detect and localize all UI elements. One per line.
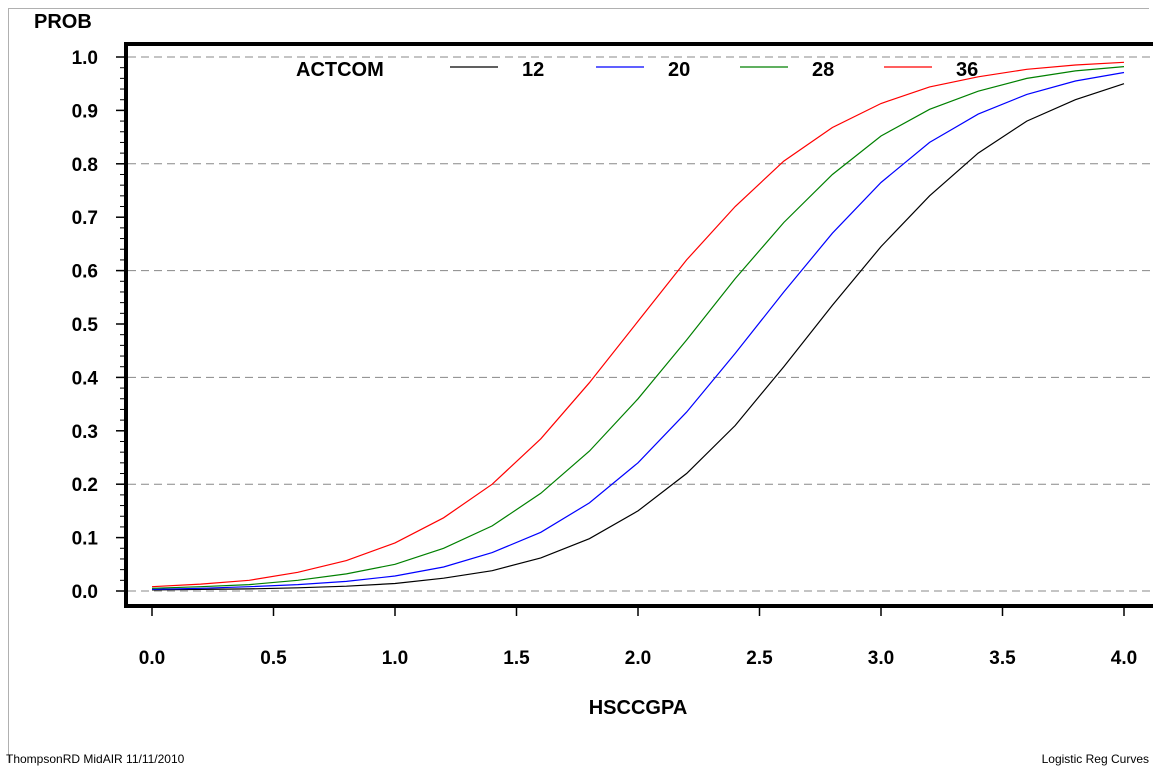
- y-axis-title: PROB: [34, 11, 92, 33]
- x-tick-label: 2.0: [625, 648, 651, 669]
- legend: ACTCOM 12 20 28 36: [296, 59, 978, 81]
- grid-lines: [128, 56, 1153, 592]
- x-tick-label: 0.0: [139, 648, 165, 669]
- series-line-36: [151, 61, 1125, 588]
- y-tick-label: 0.9: [72, 101, 98, 122]
- legend-label-12: 12: [522, 59, 544, 81]
- series-line-28: [151, 66, 1125, 589]
- series-lines: [151, 61, 1125, 591]
- legend-title: ACTCOM: [296, 59, 384, 81]
- x-tick-label: 4.0: [1111, 648, 1137, 669]
- series-line-12: [151, 83, 1125, 591]
- x-tick-label: 2.5: [746, 648, 773, 669]
- y-tick-label: 0.3: [72, 422, 98, 443]
- y-tick-label: 0.2: [72, 475, 98, 496]
- x-tick-label: 3.0: [868, 648, 894, 669]
- legend-label-28: 28: [812, 59, 834, 81]
- y-tick-label: 0.1: [72, 529, 99, 550]
- chart: 0.0 0.1 0.2 0.3 0.4 0.5 0.6 0.7 0.8 0.9 1.0 0.0 0.5…: [34, 11, 1153, 719]
- x-tick-label: 1.0: [382, 648, 408, 669]
- y-tick-label: 0.7: [72, 208, 98, 229]
- y-tick-label: 0.6: [72, 262, 98, 283]
- x-axis-title: HSCCGPA: [589, 697, 688, 719]
- x-tick-label: 3.5: [989, 648, 1016, 669]
- page-frame: [8, 8, 1149, 763]
- footer-left-text: ThompsonRD MidAIR 11/11/2010: [6, 752, 185, 766]
- x-tick-labels: 0.0 0.5 1.0 1.5 2.0 2.5 3.0 3.5 4.0: [139, 606, 1137, 669]
- y-tick-label: 0.5: [72, 315, 99, 336]
- y-tick-label: 0.0: [72, 582, 98, 603]
- y-tick-label: 1.0: [72, 48, 98, 69]
- x-tick-label: 0.5: [260, 648, 287, 669]
- y-tick-label: 0.8: [72, 155, 98, 176]
- x-tick-label: 1.5: [503, 648, 530, 669]
- plot-frame: [124, 42, 1153, 608]
- footer-right-text: Logistic Reg Curves: [1041, 752, 1149, 766]
- series-line-20: [151, 71, 1125, 590]
- legend-label-36: 36: [956, 59, 978, 81]
- y-tick-label: 0.4: [72, 368, 99, 389]
- legend-label-20: 20: [668, 59, 690, 81]
- y-tick-labels: 0.0 0.1 0.2 0.3 0.4 0.5 0.6 0.7 0.8 0.9 1.0: [72, 48, 128, 603]
